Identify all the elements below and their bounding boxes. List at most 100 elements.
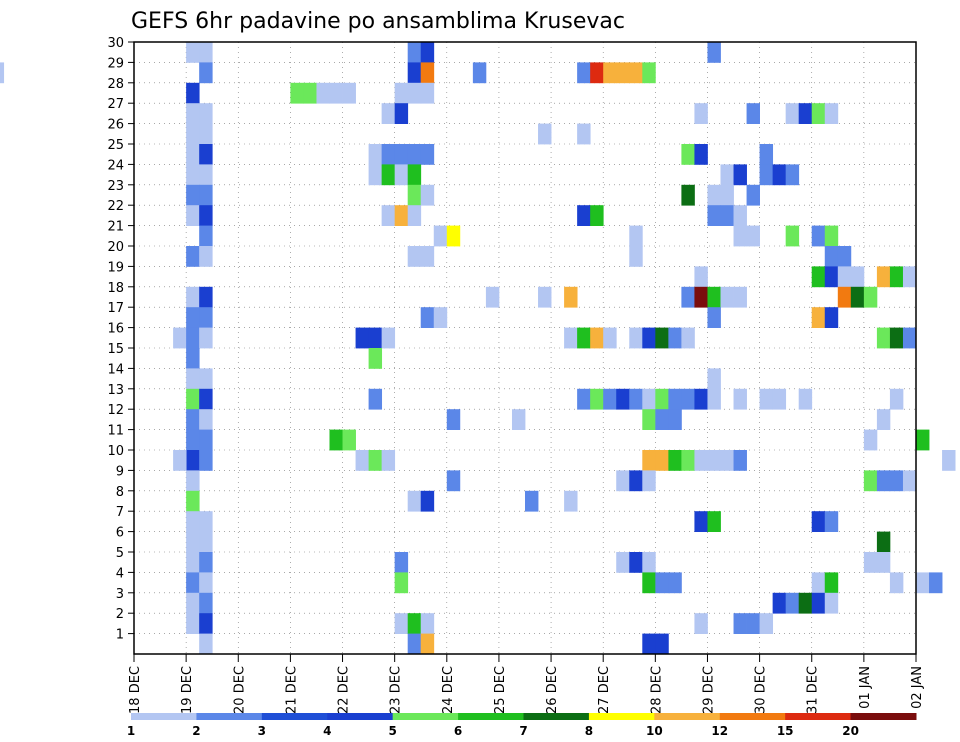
heatmap-cell <box>394 205 409 226</box>
chart-title: GEFS 6hr padavine po ansamblima Krusevac <box>131 9 625 34</box>
heatmap-cell <box>538 286 552 308</box>
heatmap-cell <box>420 246 435 267</box>
heatmap-cell <box>824 511 839 532</box>
heatmap-cell <box>642 572 656 594</box>
heatmap-cell <box>342 82 356 104</box>
heatmap-cell <box>837 246 852 267</box>
heatmap-cell <box>420 490 435 512</box>
heatmap-cell <box>590 388 604 410</box>
x-tick-label: 22 DEC <box>337 666 352 714</box>
y-tick-label: 12 <box>107 403 124 418</box>
heatmap-cell <box>889 470 904 492</box>
heatmap-cell <box>199 286 213 308</box>
heatmap-cell <box>733 205 747 226</box>
heatmap-cell <box>772 164 787 186</box>
y-tick-label: 6 <box>116 526 124 541</box>
colorbar-label: 15 <box>777 724 794 738</box>
heatmap-cell <box>902 266 917 288</box>
heatmap-cell <box>381 164 396 186</box>
y-tick-label: 16 <box>107 322 124 337</box>
heatmap-cell <box>616 470 630 492</box>
y-tick-label: 4 <box>116 566 124 581</box>
colorbar-swatch <box>261 713 328 720</box>
heatmap-cell <box>564 490 578 512</box>
heatmap-cell <box>199 613 213 634</box>
heatmap-cell <box>590 327 604 349</box>
heatmap-cell <box>824 246 839 267</box>
heatmap-cell <box>186 450 200 471</box>
heatmap-cell <box>381 450 396 471</box>
heatmap-cell <box>199 368 213 390</box>
y-tick-label: 20 <box>107 240 124 255</box>
colorbar-swatch <box>523 713 590 720</box>
heatmap-cell <box>746 613 760 634</box>
heatmap-cell <box>668 388 682 410</box>
colorbar-label: 8 <box>585 724 593 738</box>
heatmap-cell <box>655 450 669 471</box>
heatmap-cell <box>707 184 721 206</box>
grid-lines <box>134 42 916 654</box>
heatmap-cell <box>850 266 865 288</box>
heatmap-cell <box>876 531 891 553</box>
y-tick-label: 24 <box>107 158 124 173</box>
y-tick-label: 1 <box>116 628 124 643</box>
heatmap-cell <box>785 103 800 124</box>
heatmap-cell <box>199 42 213 63</box>
heatmap-cell <box>446 470 461 492</box>
x-tick-label: 25 DEC <box>493 666 508 714</box>
x-tick-label: 24 DEC <box>441 666 456 714</box>
colorbar-label: 7 <box>519 724 527 738</box>
y-tick-label: 30 <box>107 36 124 51</box>
heatmap-cell <box>407 613 422 634</box>
heatmap-cell <box>759 613 774 634</box>
heatmap-cell <box>811 307 826 328</box>
heatmap-cell <box>837 286 852 308</box>
heatmap-cell <box>772 592 787 614</box>
heatmap-cell <box>199 592 213 614</box>
heatmap-cell <box>655 388 669 410</box>
colorbar-swatch <box>785 713 852 720</box>
heatmap-cell <box>199 327 213 349</box>
heatmap-cell <box>733 164 747 186</box>
heatmap-cell <box>577 205 591 226</box>
heatmap-cell <box>889 266 904 288</box>
y-tick-label: 9 <box>116 464 124 479</box>
heatmap-cell <box>798 592 813 614</box>
colorbar-swatch <box>131 713 197 720</box>
heatmap-cell <box>876 470 891 492</box>
heatmap-cell <box>564 286 578 308</box>
heatmap-cell <box>668 327 682 349</box>
heatmap-cell <box>603 388 617 410</box>
heatmap-cell <box>303 82 317 104</box>
heatmap-cell <box>0 62 5 84</box>
heatmap-cell <box>199 552 213 573</box>
heatmap-cell <box>186 552 200 573</box>
heatmap-cell <box>525 490 539 512</box>
heatmap-cell <box>186 511 200 532</box>
heatmap-cell <box>394 82 409 104</box>
colorbar-label: 6 <box>454 724 462 738</box>
heatmap-cell <box>199 633 213 655</box>
heatmap-cell <box>642 450 656 471</box>
heatmap-cell <box>186 490 200 512</box>
heatmap-cell <box>394 144 409 165</box>
heatmap-cell <box>199 123 213 145</box>
heatmap-cell <box>668 450 682 471</box>
colorbar-label: 5 <box>388 724 396 738</box>
heatmap-cell <box>407 82 422 104</box>
y-tick-label: 5 <box>116 546 124 561</box>
x-tick-label: 21 DEC <box>284 666 299 714</box>
colorbar-swatch <box>458 713 524 720</box>
heatmap-cell <box>355 450 369 471</box>
heatmap-cell <box>902 327 917 349</box>
heatmap-cell <box>876 409 891 430</box>
heatmap-cell <box>850 286 865 308</box>
colorbar-swatch <box>719 713 786 720</box>
heatmap-cell <box>876 552 891 573</box>
heatmap-cell <box>707 286 721 308</box>
heatmap-cell <box>394 164 409 186</box>
heatmap-cell <box>824 592 839 614</box>
heatmap-cell <box>603 62 617 84</box>
y-tick-label: 27 <box>107 97 124 112</box>
heatmap-cell <box>811 103 826 124</box>
